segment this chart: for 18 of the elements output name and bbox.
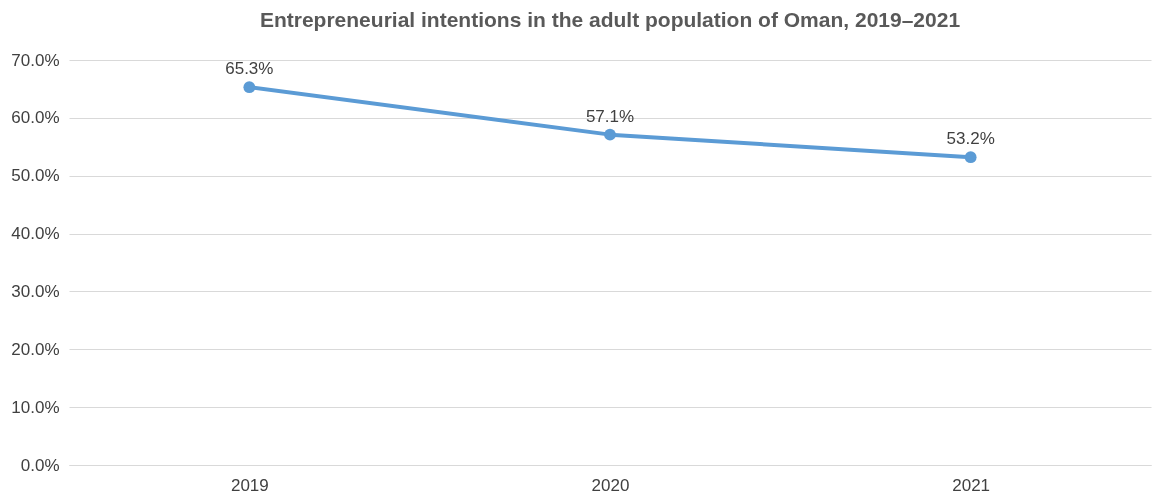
- x-tick-label: 2019: [230, 475, 269, 495]
- y-tick-label: 50.0%: [11, 166, 60, 186]
- point: [604, 128, 616, 141]
- x-tick-label: 2020: [591, 475, 630, 495]
- point: [964, 151, 977, 164]
- data-label: 53.2%: [946, 129, 995, 149]
- point: [243, 81, 256, 94]
- y-tick-label: 10.0%: [11, 397, 60, 417]
- data-label: 57.1%: [585, 106, 635, 126]
- y-tick-label: 60.0%: [11, 108, 60, 128]
- chart-title: Entrepreneurial intentions in the adult population of Oman, 2019–2021: [259, 8, 961, 31]
- y-tick-label: 70.0%: [11, 50, 60, 70]
- data-label: 65.3%: [225, 59, 274, 79]
- x-tick-label: 2021: [952, 475, 991, 495]
- y-tick-label: 0.0%: [20, 455, 60, 475]
- y-tick-label: 30.0%: [11, 281, 60, 301]
- y-tick-label: 40.0%: [11, 224, 60, 244]
- y-tick-label: 20.0%: [11, 339, 60, 359]
